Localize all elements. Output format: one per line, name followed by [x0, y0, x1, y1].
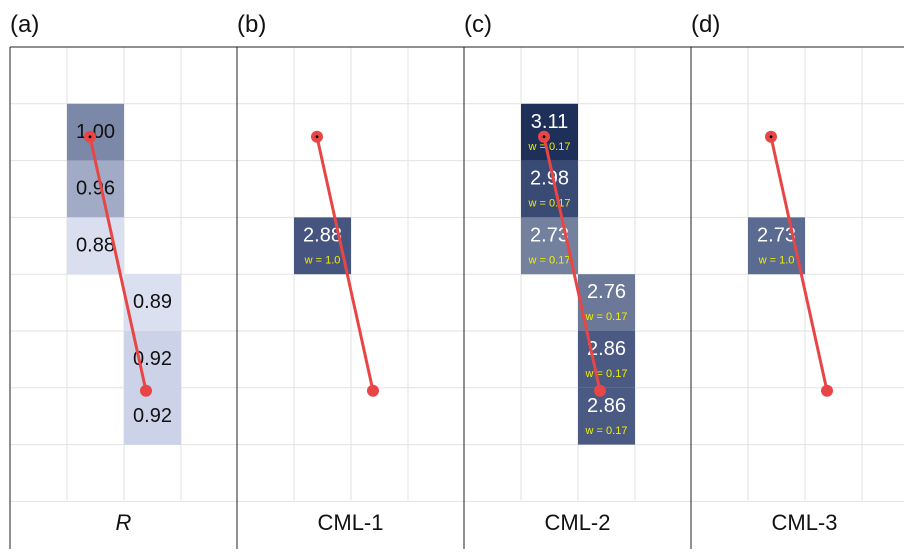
panel-a: 1.00 0.96 0.88 0.89 0.92 0.92 (a) R [10, 11, 237, 535]
heat-cell-fill [67, 103, 124, 161]
cell-weight: w = 0.17 [528, 141, 571, 153]
cell-value: 2.86 [587, 395, 626, 417]
cell-value: 1.00 [76, 121, 115, 143]
cell-weight: w = 0.17 [528, 254, 571, 266]
cell-value: 2.76 [587, 281, 626, 303]
grid [691, 47, 904, 502]
panel-d: 2.73 w = 1.0 (d) CML-3 [691, 11, 904, 535]
heat-cell-fill [578, 387, 635, 445]
cell-value: 2.73 [530, 224, 569, 246]
cell-value: 2.88 [303, 224, 342, 246]
heat-cell: 0.92 [124, 387, 181, 445]
panel-label: CML-1 [317, 510, 383, 535]
cell-value: 0.96 [76, 178, 115, 200]
cell-value: 2.86 [587, 338, 626, 360]
cell-value: 0.89 [133, 291, 172, 313]
heat-cell: 2.88 w = 1.0 [294, 217, 351, 275]
panel-c: 3.11w = 0.172.98w = 0.172.73w = 0.172.76… [464, 11, 691, 535]
heat-cell: 2.76 w = 0.17 [578, 274, 635, 331]
grid [237, 47, 464, 502]
heat-cell-fill [521, 160, 578, 218]
heat-cell: 1.00 [67, 103, 124, 161]
trajectory-line [315, 136, 375, 392]
panel-letter: (c) [464, 11, 492, 38]
trajectory-end-point [367, 384, 379, 397]
trajectory-line [88, 136, 148, 392]
cell-value: 2.98 [530, 168, 569, 190]
cell-weight: w = 0.17 [528, 198, 571, 210]
trajectory-end-point [140, 384, 152, 397]
trajectory-start-dot [769, 135, 773, 139]
cell-weight: w = 1.0 [304, 254, 341, 266]
heat-cell-fill [124, 274, 181, 331]
trajectory-start-dot [88, 135, 92, 139]
cell-weight: w = 0.17 [585, 368, 628, 380]
panel-letter: (a) [10, 11, 39, 38]
cell-weight: w = 1.0 [758, 254, 795, 266]
cell-value: 3.11 [531, 111, 568, 133]
cell-value: 0.92 [133, 348, 172, 370]
heat-cell-fill [521, 103, 578, 161]
trajectory-start-dot [542, 135, 546, 139]
heat-cell-fill [578, 274, 635, 331]
panel-b: 2.88 w = 1.0 (b) CML-1 [237, 11, 464, 535]
trajectory-line [769, 136, 829, 392]
cell-value: 0.92 [133, 405, 172, 427]
cell-value: 2.73 [757, 224, 796, 246]
heat-cell: 2.98 w = 0.17 [521, 160, 578, 218]
trajectory-end-point [594, 384, 606, 397]
heat-cell-fill [124, 387, 181, 445]
heat-cell: 2.86 w = 0.17 [578, 387, 635, 445]
heat-cell: 2.73 w = 1.0 [748, 217, 805, 275]
heat-cell: 0.92 [124, 331, 181, 388]
heat-cell: 3.11 w = 0.17 [521, 103, 578, 161]
cell-value: 0.88 [76, 234, 115, 256]
cell-weight: w = 0.17 [585, 311, 628, 323]
panel-label: CML-3 [771, 510, 837, 535]
panel-label: CML-2 [544, 510, 610, 535]
heat-cell-fill [67, 160, 124, 218]
heat-cell: 0.89 [124, 274, 181, 331]
cell-weight: w = 0.17 [585, 425, 628, 437]
trajectory-start-dot [315, 135, 319, 139]
heat-cell: 2.86 w = 0.17 [578, 331, 635, 388]
panel-letter: (d) [691, 11, 720, 38]
panel-label: R [116, 510, 132, 535]
heat-cell: 0.96 [67, 160, 124, 218]
trajectory-end-point [821, 384, 833, 397]
panel-letter: (b) [237, 11, 266, 38]
trajectory-line [542, 136, 602, 392]
